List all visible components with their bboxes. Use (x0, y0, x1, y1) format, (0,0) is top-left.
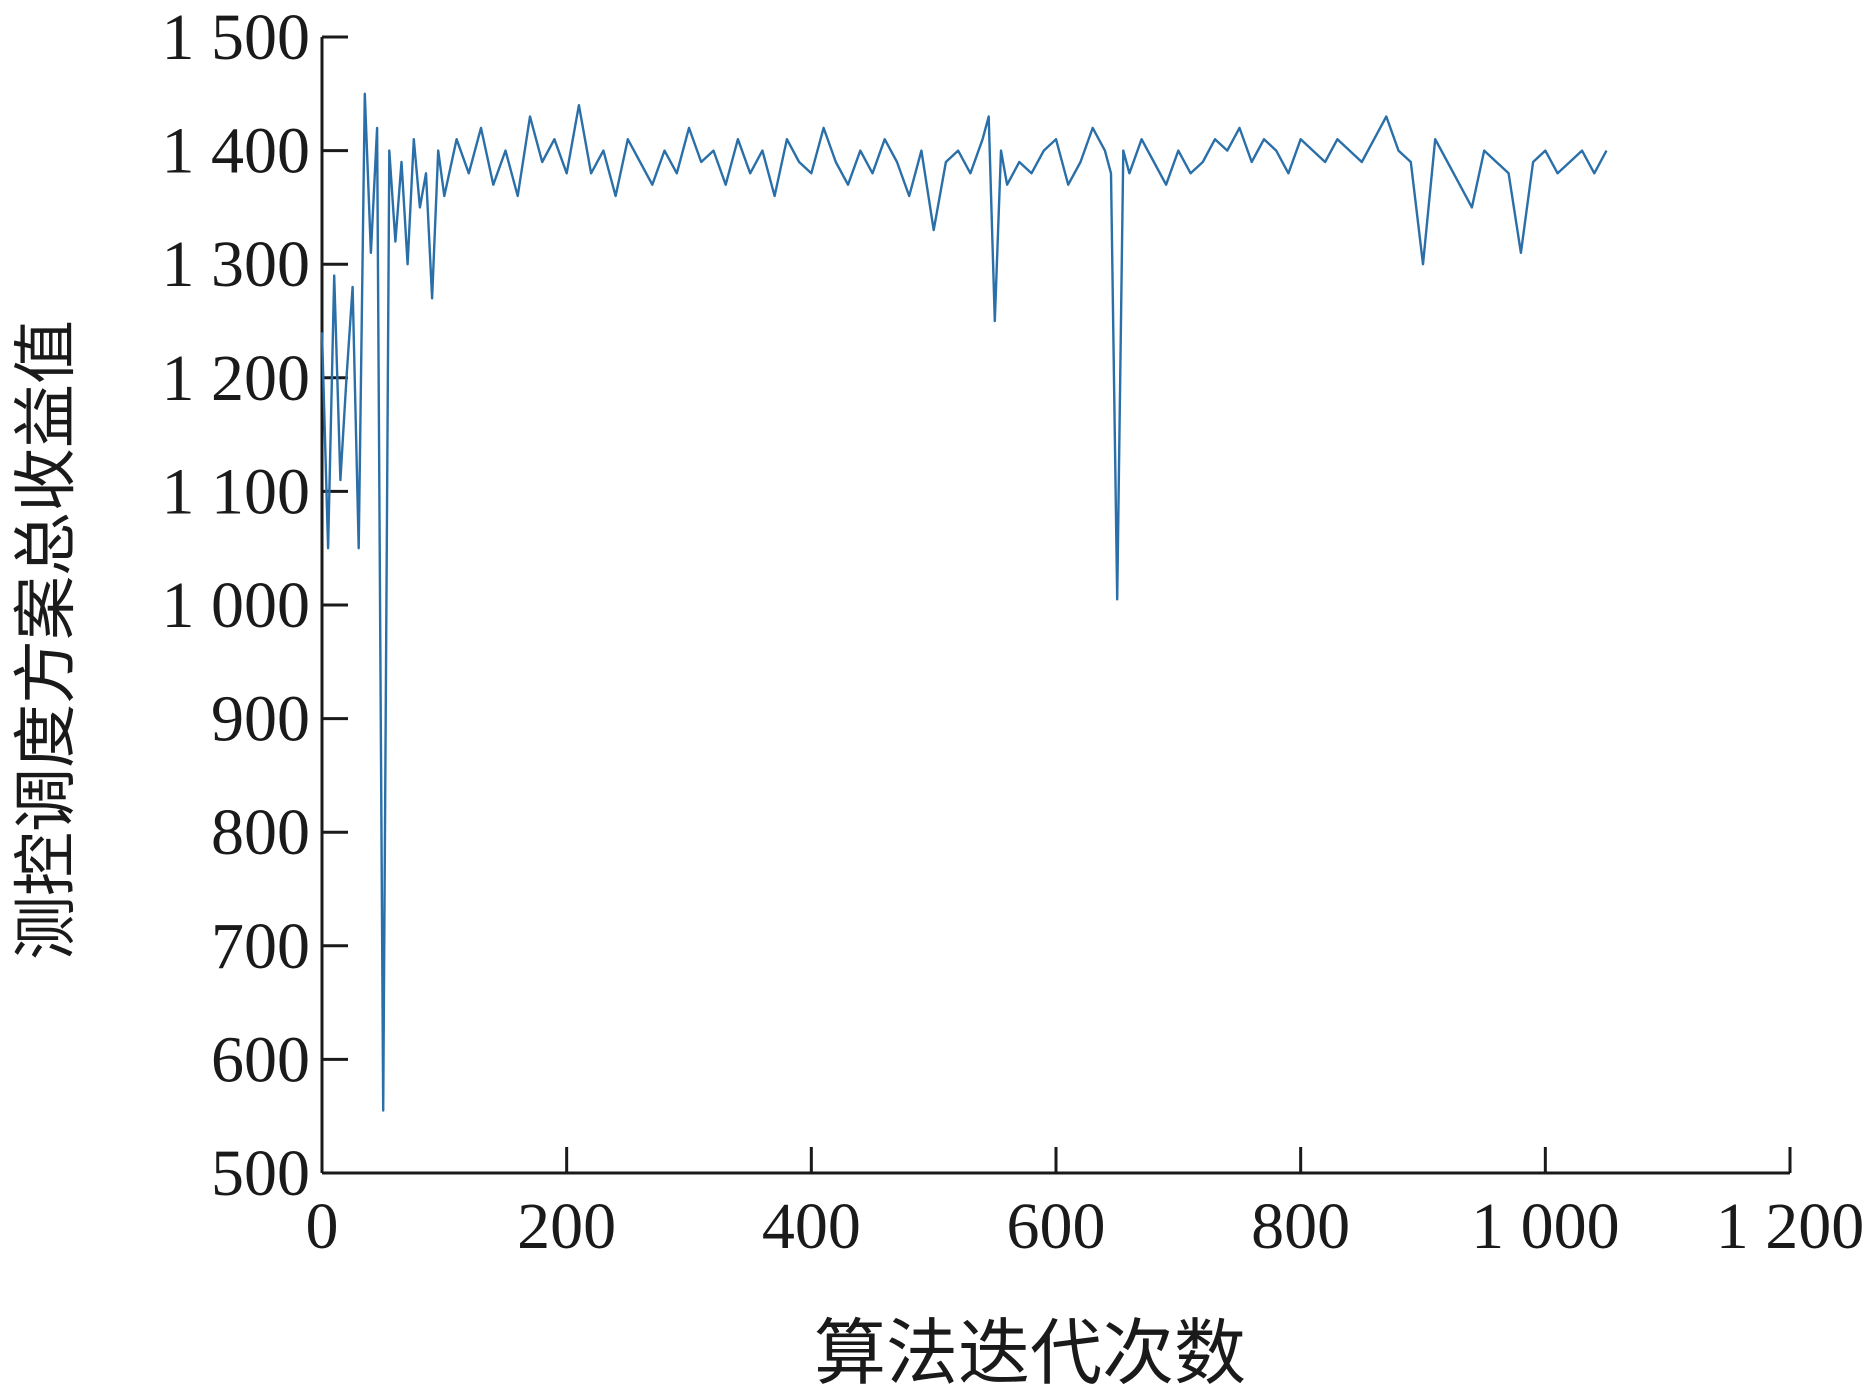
x-tick-label: 600 (1007, 1190, 1106, 1263)
series-group (320, 92, 1608, 1112)
axes (320, 37, 1790, 1175)
y-tick-label: 1 400 (162, 115, 311, 188)
x-tick-label: 1 200 (1716, 1190, 1865, 1263)
x-tick-label: 400 (762, 1190, 861, 1263)
y-tick-label: 600 (211, 1023, 310, 1096)
series-line (320, 92, 1608, 1112)
y-tick-label: 500 (211, 1137, 310, 1210)
x-tick-label: 1 000 (1471, 1190, 1620, 1263)
y-tick-label: 800 (211, 796, 310, 869)
ticks: 0 200 400 600 800 1 000 1 200 500 600 700 800 900 1 … (162, 1, 1865, 1263)
x-tick-label: 200 (517, 1190, 616, 1263)
x-tick-label: 0 (306, 1190, 339, 1263)
y-tick-label: 1 500 (162, 1, 311, 74)
y-tick-label: 1 300 (162, 228, 311, 301)
y-tick-label: 1 200 (162, 342, 311, 415)
x-tick-label: 800 (1251, 1190, 1350, 1263)
y-axis-title: 测控调度方案总收益值 (11, 320, 82, 960)
y-tick-label: 1 100 (162, 455, 311, 528)
y-tick-label: 700 (211, 910, 310, 983)
y-tick-label: 1 000 (162, 569, 311, 642)
x-axis-title: 算法迭代次数 (814, 1314, 1246, 1388)
y-tick-label: 900 (211, 683, 310, 756)
